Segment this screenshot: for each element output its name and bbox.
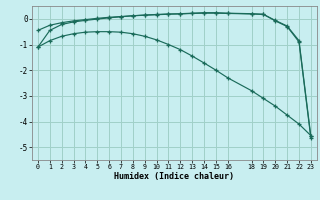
X-axis label: Humidex (Indice chaleur): Humidex (Indice chaleur) (115, 172, 234, 181)
